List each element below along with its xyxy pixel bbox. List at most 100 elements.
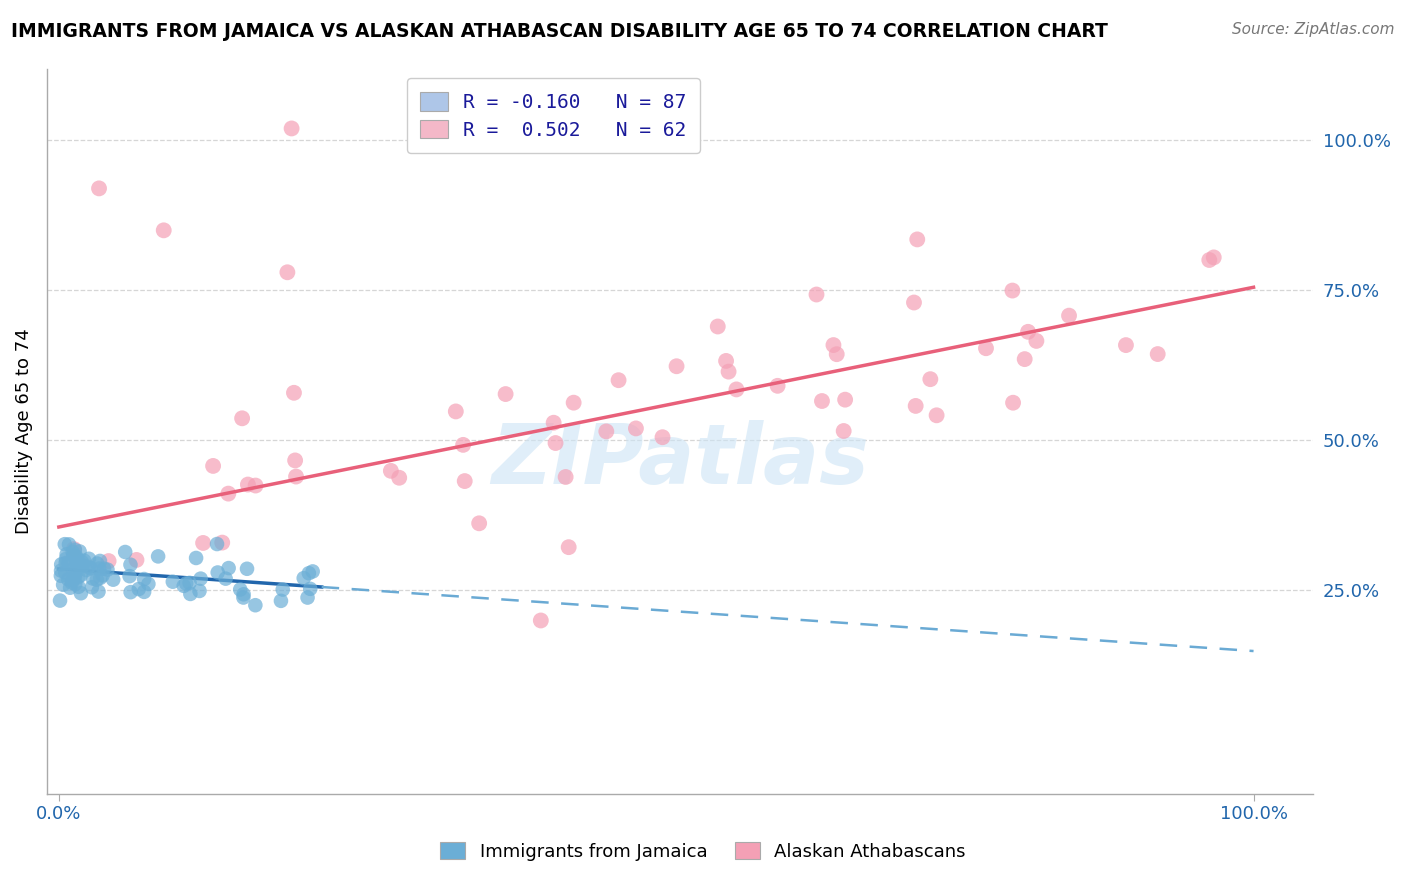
Point xyxy=(834,392,856,407)
Point xyxy=(70,555,93,569)
Point xyxy=(66,556,89,570)
Point xyxy=(128,582,150,596)
Point xyxy=(72,558,94,573)
Point xyxy=(73,554,96,568)
Point xyxy=(297,591,319,605)
Point xyxy=(49,568,72,582)
Point xyxy=(49,564,72,578)
Point xyxy=(66,551,89,566)
Point xyxy=(1025,334,1047,348)
Point xyxy=(725,383,748,397)
Point xyxy=(59,581,82,595)
Point xyxy=(58,556,80,570)
Point xyxy=(624,421,647,435)
Point xyxy=(904,399,927,413)
Point xyxy=(114,545,136,559)
Point xyxy=(454,474,477,488)
Point xyxy=(58,537,80,551)
Point xyxy=(707,319,730,334)
Point xyxy=(67,580,90,594)
Point xyxy=(543,416,565,430)
Point xyxy=(70,568,93,582)
Point xyxy=(271,582,294,597)
Point xyxy=(1001,284,1024,298)
Point xyxy=(66,557,89,571)
Text: Source: ZipAtlas.com: Source: ZipAtlas.com xyxy=(1232,22,1395,37)
Legend: R = -0.160   N = 87, R =  0.502   N = 62: R = -0.160 N = 87, R = 0.502 N = 62 xyxy=(406,78,700,153)
Point xyxy=(232,591,254,605)
Point xyxy=(162,574,184,589)
Point xyxy=(52,578,75,592)
Point xyxy=(299,582,322,596)
Point xyxy=(65,577,87,591)
Point xyxy=(562,395,585,409)
Point xyxy=(217,486,239,500)
Point xyxy=(823,338,845,352)
Point xyxy=(55,547,77,561)
Point xyxy=(280,121,302,136)
Point xyxy=(245,478,267,492)
Point xyxy=(276,265,298,279)
Point xyxy=(825,347,848,361)
Point xyxy=(174,576,197,591)
Point xyxy=(82,572,104,586)
Point xyxy=(495,387,517,401)
Point xyxy=(87,181,110,195)
Point xyxy=(65,549,87,564)
Point xyxy=(714,354,737,368)
Point xyxy=(173,579,195,593)
Text: ZIPatlas: ZIPatlas xyxy=(491,419,869,500)
Point xyxy=(1202,251,1225,265)
Point xyxy=(69,558,91,572)
Point xyxy=(380,464,402,478)
Point xyxy=(1146,347,1168,361)
Point xyxy=(66,559,89,574)
Point xyxy=(77,551,100,566)
Point xyxy=(191,536,214,550)
Text: IMMIGRANTS FROM JAMAICA VS ALASKAN ATHABASCAN DISABILITY AGE 65 TO 74 CORRELATIO: IMMIGRANTS FROM JAMAICA VS ALASKAN ATHAB… xyxy=(11,22,1108,41)
Point xyxy=(444,404,467,418)
Point xyxy=(1014,352,1036,367)
Point xyxy=(132,585,155,599)
Point xyxy=(229,582,252,597)
Point xyxy=(62,562,84,576)
Point xyxy=(49,593,72,607)
Point xyxy=(65,566,87,580)
Point xyxy=(103,573,125,587)
Point xyxy=(207,566,229,580)
Point xyxy=(89,554,111,568)
Point xyxy=(118,569,141,583)
Point xyxy=(53,566,76,580)
Point xyxy=(270,594,292,608)
Point xyxy=(63,542,86,557)
Point xyxy=(96,563,118,577)
Point xyxy=(80,561,103,575)
Point xyxy=(138,577,160,591)
Point xyxy=(75,563,97,577)
Point xyxy=(77,560,100,574)
Point xyxy=(89,571,111,585)
Point xyxy=(920,372,942,386)
Point xyxy=(236,562,259,576)
Point xyxy=(134,572,156,586)
Y-axis label: Disability Age 65 to 74: Disability Age 65 to 74 xyxy=(15,328,32,534)
Point xyxy=(93,562,115,576)
Point xyxy=(905,232,928,246)
Point xyxy=(205,537,228,551)
Point xyxy=(595,425,617,439)
Point xyxy=(1057,309,1080,323)
Point xyxy=(55,556,77,570)
Point xyxy=(214,572,236,586)
Point xyxy=(832,424,855,438)
Point xyxy=(55,552,77,566)
Point xyxy=(146,549,169,564)
Point xyxy=(56,572,79,586)
Point xyxy=(451,438,474,452)
Point xyxy=(53,537,76,551)
Point xyxy=(211,535,233,549)
Point xyxy=(202,458,225,473)
Point xyxy=(607,373,630,387)
Point xyxy=(125,553,148,567)
Point xyxy=(245,598,267,612)
Point xyxy=(63,570,86,584)
